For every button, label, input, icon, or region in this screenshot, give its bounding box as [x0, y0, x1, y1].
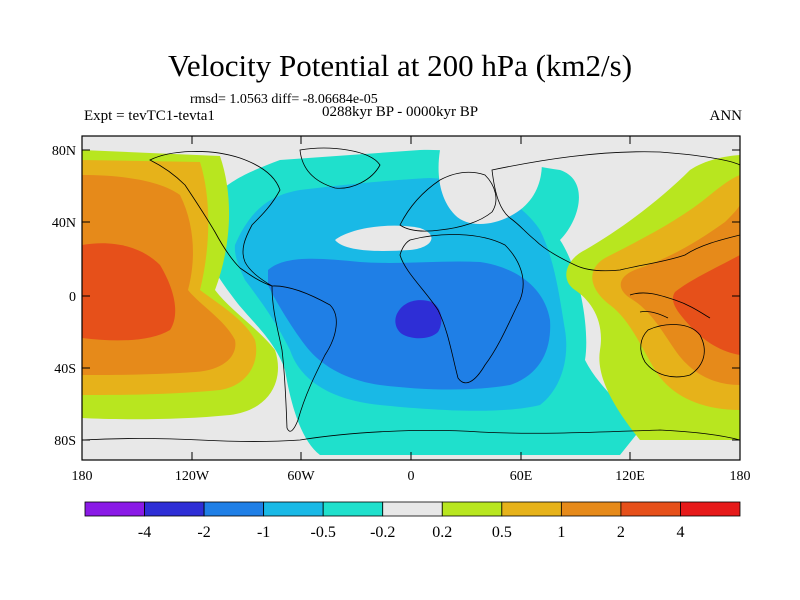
- colorbar-label-9: 4: [676, 524, 684, 541]
- lat-axis: 80N 40N 0 40S 80S: [52, 144, 740, 449]
- colorbar-box-7: [501, 501, 562, 517]
- colorbar-box-3: [263, 501, 324, 517]
- lon-tick-60w: 60W: [287, 469, 315, 484]
- colorbar-box-10: [680, 501, 741, 517]
- coast-antarctica: [82, 429, 740, 442]
- colorbar-box-2: [203, 501, 265, 517]
- contour-hole-north-africa: [438, 150, 542, 225]
- colorbar-label-6: 0.5: [492, 524, 512, 541]
- lat-tick-40s: 40S: [54, 362, 76, 377]
- colorbar-label-3: -0.5: [311, 524, 336, 541]
- colorbar-label-0: -4: [138, 524, 151, 541]
- lon-tick-180w: 180: [72, 469, 93, 484]
- colorbar-box-1: [144, 501, 205, 517]
- contour-pos-east-2: [672, 255, 740, 355]
- lon-axis: 180 120W 60W 0 60E 120E 180: [72, 136, 751, 484]
- coast-europe: [399, 171, 497, 232]
- lon-tick-120w: 120W: [175, 469, 210, 484]
- experiment-label: Expt = tevTC1-tevta1: [84, 108, 215, 124]
- colorbar-label-4: -0.2: [370, 524, 395, 541]
- lat-tick-40n: 40N: [52, 216, 76, 231]
- colorbar-label-1: -2: [197, 524, 210, 541]
- plot-title: Velocity Potential at 200 hPa (km2/s): [167, 48, 633, 83]
- coast-australia: [640, 324, 705, 378]
- colorbar-label-5: 0.2: [432, 524, 452, 541]
- season-label: ANN: [709, 108, 743, 124]
- colorbar: -4 -2 -1 -0.5 -0.2 0.2 0.5 1 2 4: [84, 501, 741, 541]
- lat-tick-0: 0: [69, 290, 76, 305]
- lon-tick-60e: 60E: [510, 469, 533, 484]
- contour-hole-north-atlantic: [335, 225, 432, 251]
- colorbar-box-0: [84, 501, 145, 517]
- lat-tick-80n: 80N: [52, 144, 76, 159]
- coastlines: [82, 147, 740, 442]
- coast-indonesia: [629, 292, 711, 319]
- lon-tick-0: 0: [408, 469, 415, 484]
- contour-pos-west-2: [82, 243, 176, 341]
- colorbar-label-2: -1: [257, 524, 270, 541]
- colorbar-box-8: [560, 501, 622, 517]
- lon-tick-120e: 120E: [615, 469, 645, 484]
- period-label: 0288kyr BP - 0000kyr BP: [322, 104, 479, 120]
- stats-string: rmsd= 1.0563 diff= -8.06684e-05: [190, 92, 378, 107]
- coast-north-america: [149, 151, 281, 287]
- lat-tick-80s: 80S: [54, 434, 76, 449]
- colorbar-box-5: [382, 501, 443, 517]
- coast-africa: [399, 234, 524, 384]
- coast-south-america: [271, 285, 337, 432]
- contour-neg-2: [395, 300, 442, 339]
- coast-greenland: [299, 147, 381, 189]
- contour-field: [82, 136, 740, 460]
- lon-tick-180e: 180: [730, 469, 751, 484]
- colorbar-label-8: 2: [617, 524, 625, 541]
- colorbar-box-9: [620, 501, 681, 517]
- colorbar-label-7: 1: [557, 524, 565, 541]
- colorbar-box-4: [322, 501, 384, 517]
- coast-asia: [491, 151, 740, 272]
- colorbar-box-6: [441, 501, 503, 517]
